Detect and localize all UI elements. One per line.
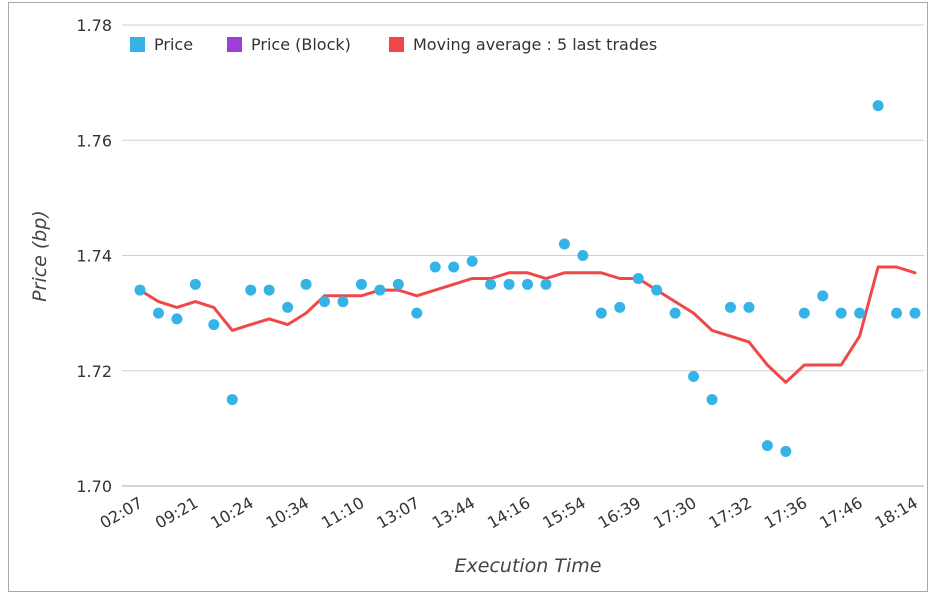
price-point [226,394,238,406]
price-point [595,307,607,319]
price-point [540,278,552,290]
x-tick-label: 13:44 [429,493,478,533]
y-tick-label: 1.74 [76,247,112,266]
price-point [448,261,460,273]
y-tick-label: 1.72 [76,362,112,381]
price-point [411,307,423,319]
x-tick-label: 17:46 [816,493,865,533]
price-point [558,238,570,250]
price-point [245,284,257,296]
legend: Price Price (Block) Moving average : 5 las… [130,35,657,54]
price-point [632,273,644,285]
price-point [503,278,515,290]
x-axis-title: Execution Time [455,555,602,577]
price-point [577,250,589,261]
price-point [319,296,331,308]
price-point [817,290,829,302]
price-point [706,394,718,406]
y-axis-title: Price (bp) [29,210,51,302]
price-point [152,307,164,319]
legend-label: Moving average : 5 last trades [413,35,657,54]
price-point [208,319,220,331]
price-point [669,307,681,319]
x-tick-label: 02:07 [97,493,146,533]
legend-swatch [389,37,404,52]
price-point [282,301,294,313]
grid-lines [122,24,924,487]
legend-label: Price (Block) [251,35,351,54]
price-point [651,284,663,296]
x-tick-label: 10:34 [263,493,312,533]
price-point [780,445,792,457]
x-tick-label: 13:07 [373,493,422,533]
price-point [835,307,847,319]
price-point [522,278,533,290]
x-tick-label: 16:39 [595,493,644,533]
price-point [189,278,201,290]
x-tick-label: 17:30 [650,493,699,533]
price-point [909,307,921,319]
x-tick-label: 17:32 [705,493,754,533]
x-tick-label: 17:36 [761,493,810,533]
moving-average-line-group [138,265,917,384]
y-tick-label: 1.78 [76,16,112,35]
price-point [872,100,884,112]
legend-swatch [130,37,145,52]
price-point [392,278,404,290]
price-point [761,440,773,452]
price-point [891,307,903,319]
price-point [355,278,367,290]
price-point [429,261,441,273]
price-point [134,284,146,296]
x-tick-label: 11:10 [318,493,367,533]
price-point [374,284,386,296]
y-axis-ticks: 1.70 1.72 1.74 1.76 1.78 [76,16,112,496]
legend-swatch [227,37,242,52]
price-point [743,301,755,313]
legend-label: Price [154,35,193,54]
x-axis-ticks: 02:07 09:21 10:24 10:34 11:10 13:07 13:44 14:16… [97,493,921,533]
price-points [134,100,921,457]
price-point [485,278,497,290]
price-point [337,296,349,308]
moving-average-line [138,265,917,384]
y-tick-label: 1.70 [76,477,112,496]
price-point [614,301,626,313]
x-tick-label: 14:16 [484,493,533,533]
price-point [688,371,700,383]
price-point [466,255,478,267]
price-point [300,278,312,290]
y-tick-label: 1.76 [76,131,112,150]
price-point [263,284,275,296]
chart-frame [8,2,928,592]
price-point [854,307,866,319]
x-tick-label: 15:54 [539,493,588,533]
price-point [171,313,183,325]
price-point [798,307,810,319]
price-point [724,301,736,313]
x-tick-label: 09:21 [152,493,201,533]
x-tick-label: 10:24 [207,493,256,533]
x-tick-label: 18:14 [872,493,921,533]
